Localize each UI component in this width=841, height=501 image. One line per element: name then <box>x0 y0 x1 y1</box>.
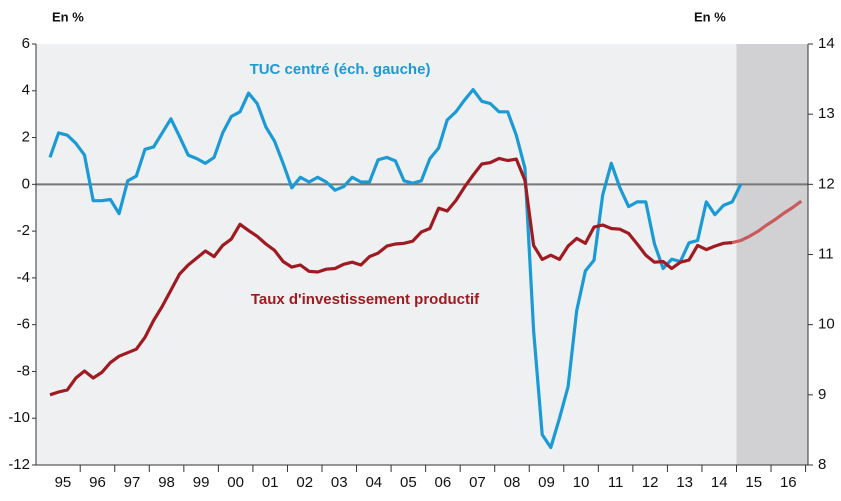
x-tick-label: 06 <box>435 474 452 491</box>
x-tick-label: 04 <box>365 474 382 491</box>
y2-tick-label: 12 <box>818 175 835 192</box>
y2-tick-label: 8 <box>818 456 826 473</box>
series-label: TUC centré (éch. gauche) <box>250 61 431 78</box>
x-tick-label: 05 <box>400 474 417 491</box>
x-tick-label: 09 <box>538 474 555 491</box>
x-tick-label: 15 <box>745 474 762 491</box>
x-tick-label: 98 <box>158 474 175 491</box>
x-tick-label: 01 <box>262 474 279 491</box>
y-tick-label: 2 <box>22 129 30 146</box>
x-tick-label: 11 <box>608 474 624 491</box>
x-tick-label: 10 <box>573 474 590 491</box>
y-tick-label: 6 <box>22 35 30 52</box>
y2-tick-label: 9 <box>818 386 826 403</box>
x-tick-label: 03 <box>331 474 348 491</box>
y-tick-label: -10 <box>8 409 30 426</box>
x-tick-label: 99 <box>193 474 210 491</box>
series-label: Taux d'investissement productif <box>251 291 480 308</box>
x-tick-label: 07 <box>469 474 486 491</box>
y-tick-label: 0 <box>22 175 30 192</box>
y-tick-label: -12 <box>8 456 30 473</box>
x-tick-label: 12 <box>642 474 659 491</box>
y-tick-label: -8 <box>17 362 30 379</box>
left-unit: En % <box>52 9 84 24</box>
y2-tick-label: 11 <box>818 245 834 262</box>
series-line <box>48 88 743 450</box>
right-unit: En % <box>694 9 726 24</box>
x-tick-label: 13 <box>676 474 693 491</box>
x-tick-label: 16 <box>780 474 797 491</box>
x-tick-label: 02 <box>296 474 313 491</box>
y-tick-label: -6 <box>17 316 30 333</box>
x-tick-label: 95 <box>55 474 72 491</box>
y2-tick-label: 10 <box>818 316 835 333</box>
x-tick-label: 97 <box>124 474 141 491</box>
plot-background <box>36 44 808 465</box>
y2-tick-label: 14 <box>818 35 835 52</box>
x-tick-label: 08 <box>504 474 521 491</box>
y-tick-label: -4 <box>17 269 30 286</box>
series-line <box>731 199 803 245</box>
y-tick-label: 4 <box>22 82 30 99</box>
x-tick-label: 14 <box>711 474 728 491</box>
x-tick-label: 00 <box>227 474 244 491</box>
forecast-shade <box>736 44 808 465</box>
x-tick-label: 96 <box>89 474 106 491</box>
y-tick-label: -2 <box>17 222 30 239</box>
series-line <box>49 156 733 397</box>
y2-tick-label: 13 <box>818 105 835 122</box>
